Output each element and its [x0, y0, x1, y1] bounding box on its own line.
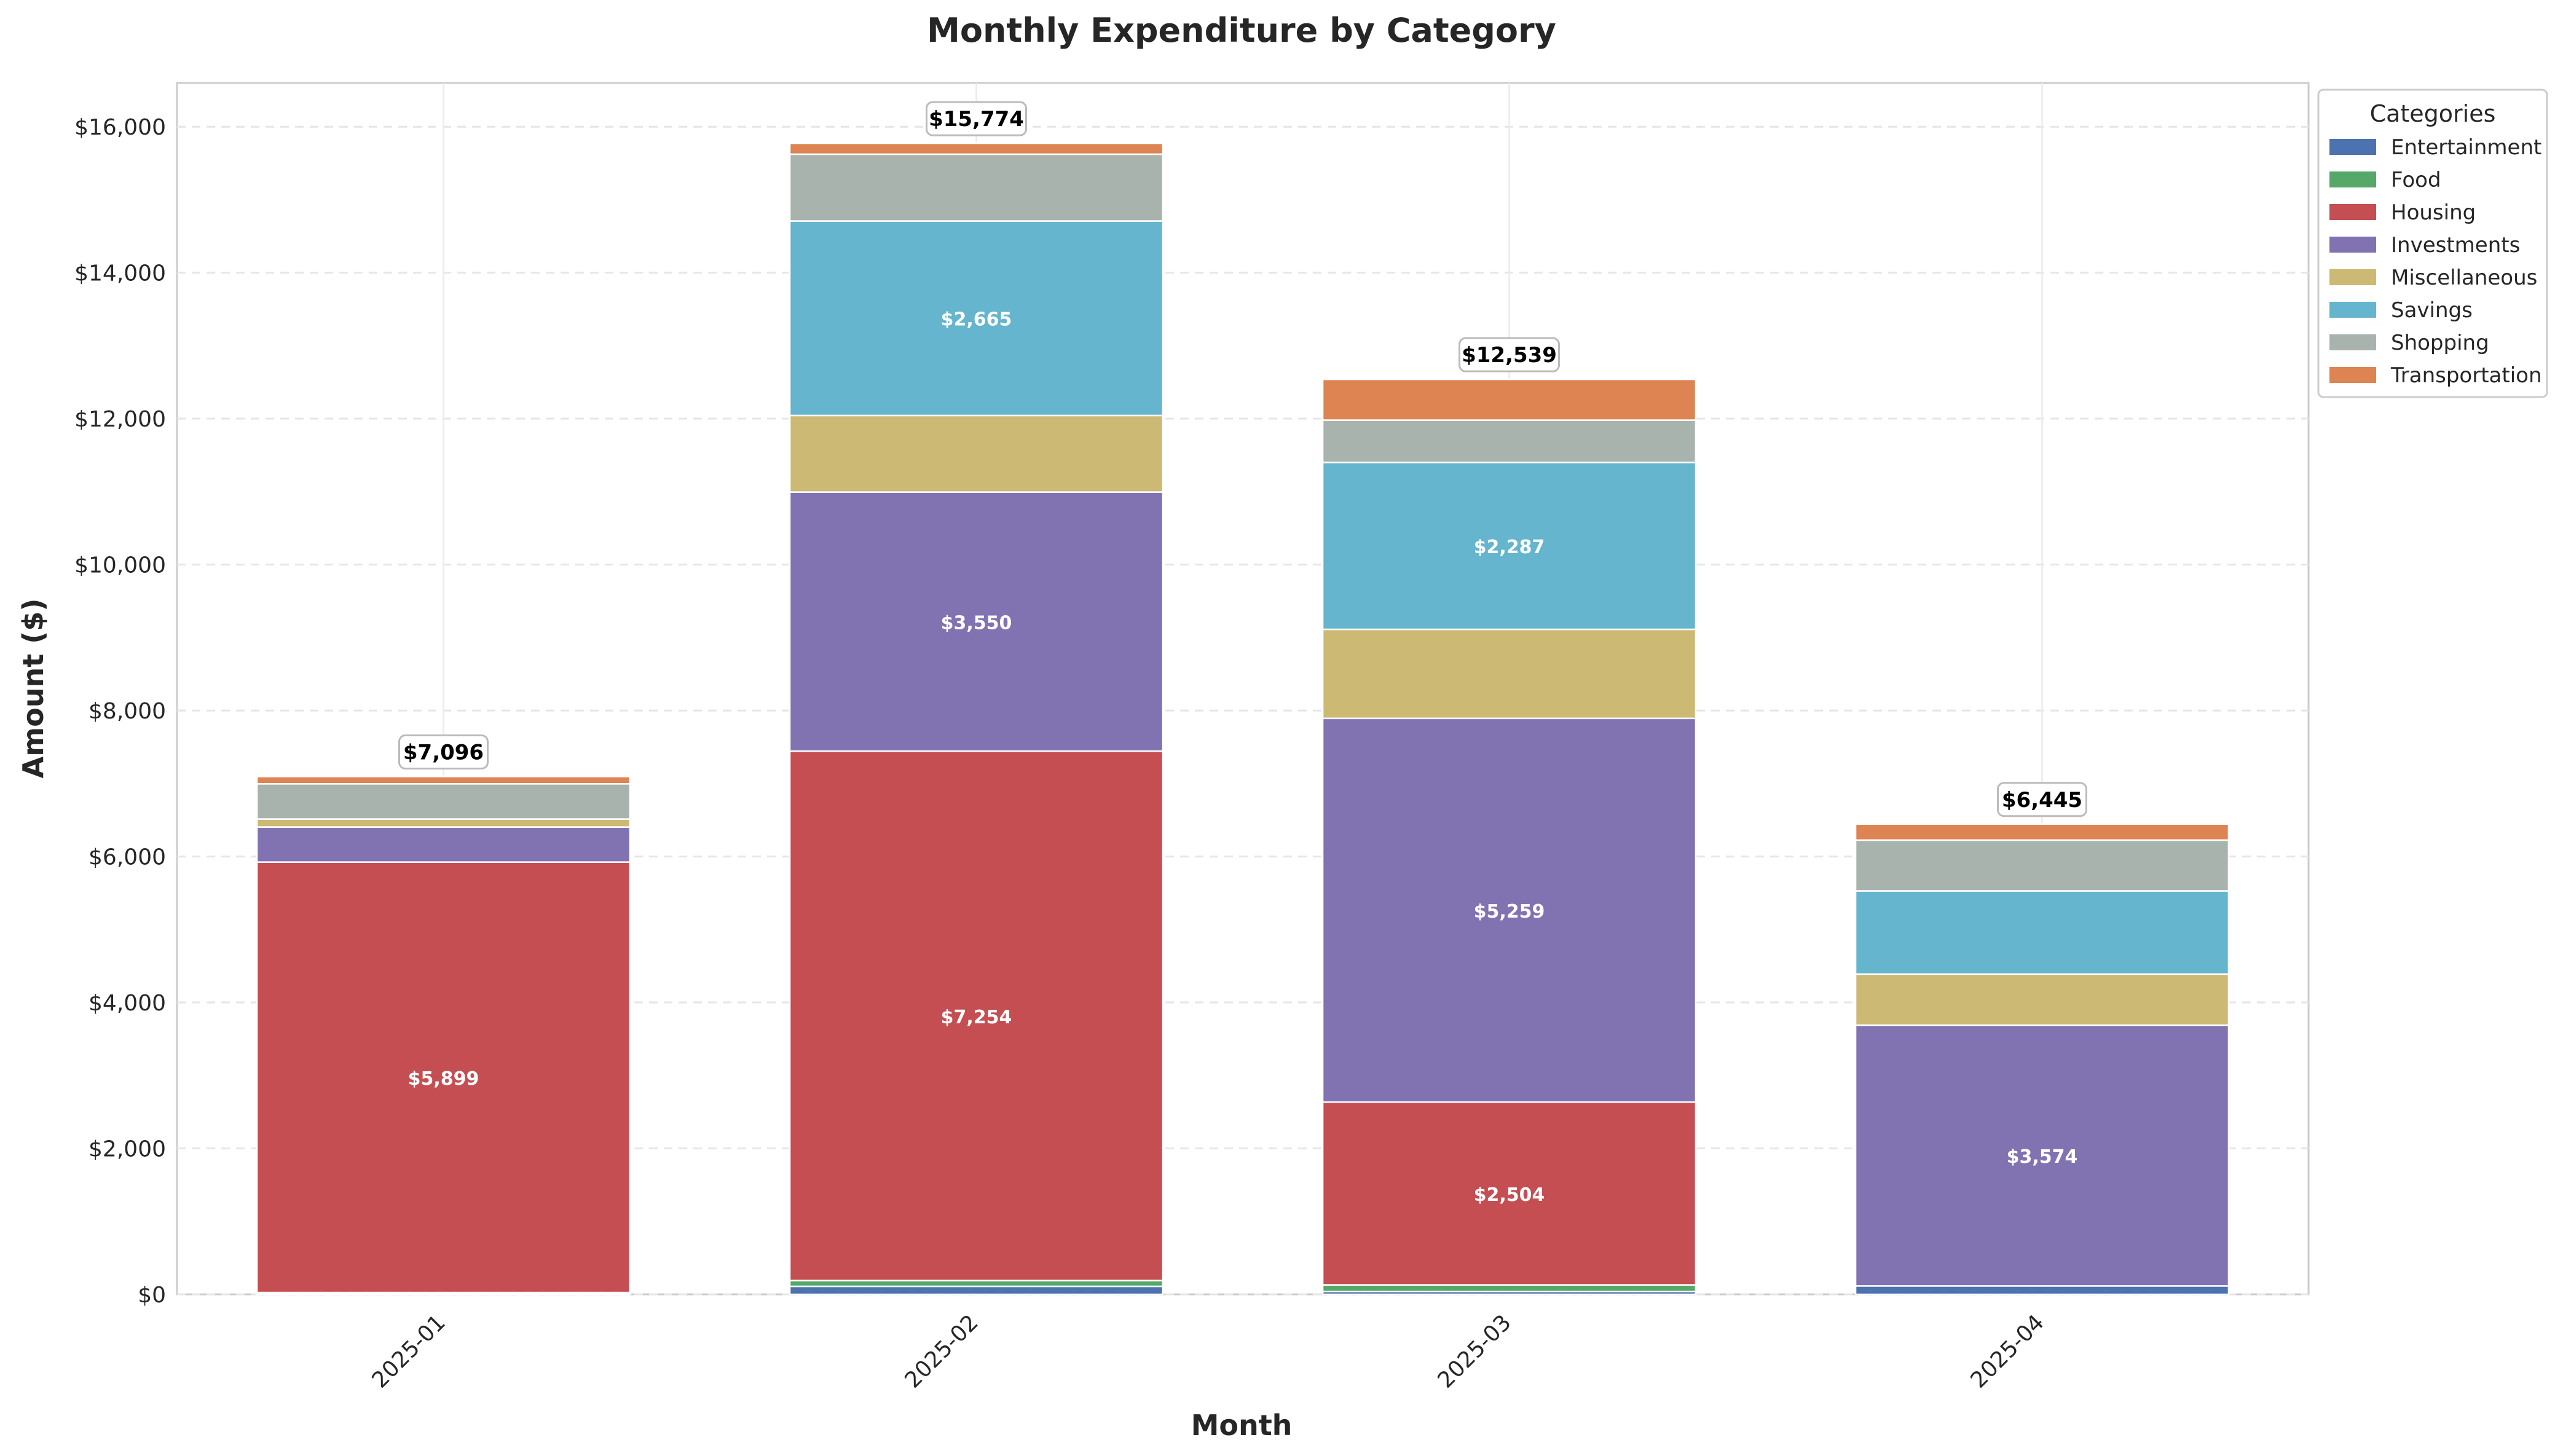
segment-value-label: $7,254 — [941, 1007, 1012, 1028]
legend-swatch — [2329, 171, 2376, 187]
legend-swatch — [2329, 367, 2376, 383]
legend-label: Miscellaneous — [2391, 266, 2537, 290]
y-tick-label: $2,000 — [89, 1137, 166, 1162]
legend-swatch — [2329, 139, 2376, 155]
total-label: $12,539 — [1462, 343, 1557, 368]
bar-segment — [256, 818, 631, 828]
legend-label: Food — [2391, 168, 2441, 192]
legend-label: Investments — [2391, 233, 2520, 258]
bar-segment — [1321, 1284, 1697, 1293]
total-label: $6,445 — [2002, 788, 2082, 813]
bar-segment — [789, 220, 1164, 417]
bar-segment — [789, 153, 1164, 222]
total-label-box — [1997, 782, 2087, 817]
bar-segment — [1854, 823, 2230, 841]
legend-swatch — [2329, 302, 2376, 318]
bar-segment — [1854, 1285, 2230, 1296]
legend-swatch — [2329, 204, 2376, 220]
labels-layer: $5,899 $7,254 $3,550 $2,665 $2,504 $5,259 $2,2… — [398, 101, 2087, 1206]
y-tick-label: $0 — [138, 1283, 166, 1308]
x-tick-label: 2025-02 — [900, 1310, 983, 1393]
legend-swatch — [2329, 334, 2376, 350]
legend-box — [2317, 89, 2548, 398]
bar-segment — [1321, 419, 1697, 463]
total-label: $15,774 — [929, 107, 1024, 132]
segment-value-label: $2,504 — [1474, 1184, 1545, 1206]
bar-segment — [789, 491, 1164, 752]
y-tick-label: $12,000 — [74, 407, 166, 432]
bar-segment — [1321, 378, 1697, 421]
bar-segment — [1321, 628, 1697, 720]
bar-segment — [1321, 1101, 1697, 1286]
chart-title: Monthly Expenditure by Category — [927, 11, 1556, 50]
bar-segment — [1321, 717, 1697, 1103]
x-tick-label: 2025-03 — [1433, 1310, 1516, 1393]
bar-segment — [1854, 839, 2230, 892]
segment-value-label: $3,550 — [941, 612, 1012, 634]
legend-title: Categories — [2370, 100, 2496, 127]
bar-segment — [256, 826, 631, 863]
segment-value-label: $2,287 — [1474, 537, 1545, 558]
bars-layer — [256, 142, 2230, 1296]
x-tick-label: 2025-01 — [368, 1310, 451, 1393]
x-tick-label: 2025-04 — [1966, 1310, 2049, 1393]
segment-value-label: $3,574 — [2007, 1146, 2078, 1168]
bar-segment — [789, 142, 1164, 155]
legend: Categories Entertainment Food Housing Inves… — [2317, 89, 2548, 398]
legend-label: Entertainment — [2391, 135, 2541, 160]
bar-segment — [1854, 1024, 2230, 1287]
bar-segment — [256, 783, 631, 820]
bar-segment — [1321, 462, 1697, 631]
total-label-box — [398, 734, 489, 769]
segment-value-label: $5,899 — [408, 1068, 479, 1090]
y-tick-label: $4,000 — [89, 991, 166, 1016]
y-tick-label: $8,000 — [89, 699, 166, 724]
legend-swatch — [2329, 269, 2376, 285]
y-axis-label: Amount ($) — [17, 599, 50, 779]
x-axis-label: Month — [1191, 1409, 1293, 1442]
bar-segment — [789, 414, 1164, 493]
legend-swatch — [2329, 237, 2376, 253]
bar-segment — [789, 1280, 1164, 1288]
legend-label: Shopping — [2391, 331, 2489, 355]
y-tick-label: $10,000 — [74, 553, 166, 578]
total-label: $7,096 — [403, 740, 484, 765]
total-label-box — [926, 101, 1027, 136]
bar-segment — [256, 776, 631, 785]
y-tick-label: $14,000 — [74, 261, 166, 286]
segment-value-label: $2,665 — [941, 309, 1012, 331]
y-tick-label: $16,000 — [74, 115, 166, 140]
bar-segment — [1854, 890, 2230, 975]
legend-label: Transportation — [2390, 363, 2542, 388]
segment-value-label: $5,259 — [1474, 901, 1545, 923]
legend-items: Entertainment Food Housing Investments Misce… — [2329, 135, 2542, 388]
bar-segment — [789, 1285, 1164, 1296]
y-tick-label: $6,000 — [89, 845, 166, 870]
legend-label: Savings — [2391, 298, 2473, 323]
legend-label: Housing — [2391, 200, 2476, 225]
total-label-box — [1459, 337, 1560, 372]
bar-segment — [1854, 973, 2230, 1026]
